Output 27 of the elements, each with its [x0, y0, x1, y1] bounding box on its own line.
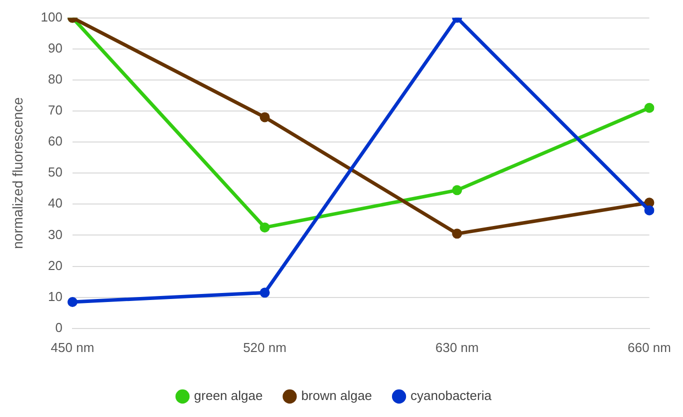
x-tick-label: 630 nm — [435, 340, 479, 355]
y-tick-label: 60 — [48, 134, 62, 149]
y-tick-label: 10 — [48, 288, 62, 304]
point — [452, 228, 462, 239]
y-tick-label: 40 — [48, 196, 62, 211]
y-tick-label: 30 — [48, 226, 62, 242]
x-tick-label: 660 nm — [628, 340, 672, 355]
legend-label: brown algae — [301, 388, 372, 404]
y-tick-label: 100 — [40, 9, 62, 24]
legend-label: green algae — [194, 388, 263, 404]
x-tick-label: 520 nm — [243, 340, 286, 355]
point — [644, 102, 654, 113]
point — [452, 185, 462, 196]
point — [260, 222, 270, 232]
y-tick-label: 80 — [48, 72, 62, 86]
legend-label: cyanobacteria — [410, 388, 492, 404]
y-tick-label: 0 — [55, 320, 62, 335]
y-tick-label: 70 — [48, 102, 62, 118]
y-tick-label: 20 — [48, 258, 62, 273]
point — [644, 205, 654, 216]
y-tick-label: 50 — [48, 164, 62, 180]
point — [260, 112, 270, 122]
point — [260, 288, 270, 298]
y-tick-label: 90 — [48, 40, 62, 56]
x-tick-label: 450 nm — [50, 340, 94, 355]
y-axis-title: normalized fluorescence — [9, 97, 26, 249]
point — [67, 297, 78, 307]
